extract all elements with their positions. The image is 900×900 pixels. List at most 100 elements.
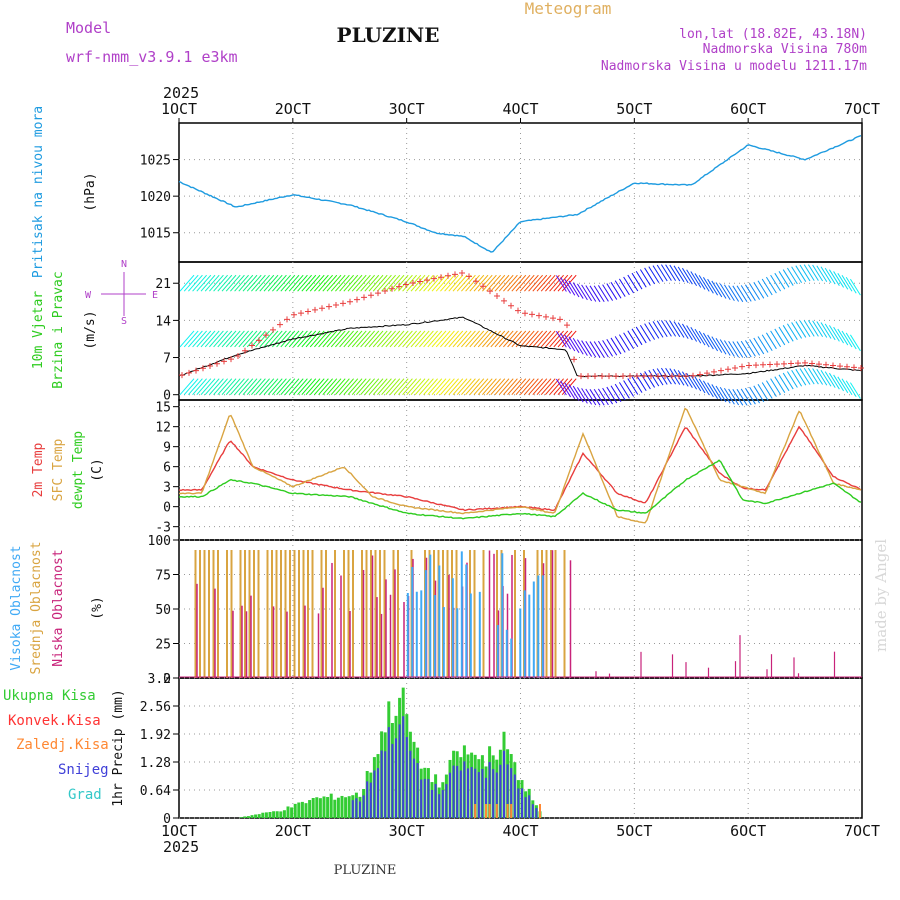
wind-barb [440, 274, 455, 292]
xtick-bottom: 3OCT [389, 822, 425, 840]
wind-barb [795, 368, 807, 386]
wind-gust-mark [767, 361, 773, 368]
wind-barb [448, 378, 464, 396]
wind-barb [179, 330, 195, 348]
wind-barb [276, 330, 291, 348]
wind-gust-mark [655, 373, 661, 380]
wind-gust-mark [788, 360, 794, 367]
wind-barb [465, 378, 480, 396]
wind-barb [230, 274, 245, 292]
wind-gust-mark [354, 296, 360, 303]
wind-barb [837, 376, 849, 394]
wind-barb [719, 339, 731, 356]
wind-barb [246, 274, 262, 292]
wind-barb [732, 285, 744, 303]
wind-barb [398, 330, 413, 348]
wind-barb [494, 330, 510, 348]
wind-barb [652, 265, 664, 282]
xtick-bottom: 6OCT [730, 822, 766, 840]
wind-barb [238, 274, 254, 292]
wind-gust-mark [802, 359, 808, 366]
ytick-label: 0 [163, 812, 171, 827]
wind-barb [322, 274, 338, 292]
wind-barb [335, 378, 350, 396]
wind-barb [423, 274, 438, 292]
wind-barb [335, 274, 350, 292]
wind-barb [225, 274, 241, 292]
wind-gust-mark [515, 307, 521, 314]
wind-barb [803, 320, 815, 337]
wind-barb [736, 285, 748, 303]
wind-barb [564, 334, 576, 352]
wind-gust-mark [837, 363, 843, 370]
wind-barb [807, 264, 819, 281]
wind-barb [593, 341, 605, 358]
wind-gust-mark [445, 272, 451, 279]
wind-barb [490, 330, 506, 348]
wind-barb [614, 280, 626, 297]
xtick-top: 7OCT [844, 100, 880, 118]
wind-barb [807, 367, 819, 385]
wind-barb [444, 330, 459, 348]
wind-barb [803, 367, 815, 385]
wind-barb [698, 330, 710, 348]
ytick-label: 1025 [140, 154, 171, 169]
ytick-label: 1.92 [140, 728, 171, 743]
pressure-line [178, 134, 862, 253]
wind-barb [318, 378, 333, 396]
wind-barb [293, 274, 308, 292]
wind-barb [297, 330, 312, 348]
wind-barb [677, 322, 689, 339]
wind-barb [532, 274, 548, 292]
wind-barb [280, 378, 296, 396]
wind-gust-mark [368, 292, 374, 299]
wind-barb [690, 374, 702, 392]
xtick-bottom: 7OCT [844, 822, 880, 840]
wind-barb [593, 389, 605, 406]
wind-barb [183, 274, 199, 292]
wind-barb [217, 274, 233, 292]
wind-barb [297, 378, 312, 396]
wind-barb [330, 330, 346, 348]
wind-barb [461, 274, 476, 292]
wind-barb [610, 385, 622, 402]
wind-barb [444, 378, 459, 396]
wind-barb [765, 380, 777, 397]
wind-barb [393, 330, 409, 348]
wind-barb [314, 274, 329, 292]
wind-barb [581, 340, 593, 357]
wind-barb [515, 274, 531, 292]
wind-barb [267, 274, 283, 292]
wind-barb [230, 330, 245, 348]
wind-gust-mark [641, 373, 647, 380]
wind-barb [192, 330, 207, 348]
wind-barb [246, 330, 262, 348]
wind-barb [715, 385, 727, 403]
wind-barb [196, 378, 212, 396]
wind-gust-mark [382, 287, 388, 294]
wind-barb [251, 330, 266, 348]
wind-barb [841, 378, 853, 396]
wind-barb [585, 388, 597, 406]
wind-barb [381, 378, 396, 396]
wind-barb [482, 330, 497, 348]
ytick-label: 100 [148, 534, 171, 549]
wind-barb [503, 274, 518, 292]
temp-label-2m: 2m Temp [31, 442, 46, 497]
wind-barb [774, 328, 786, 346]
wind-barb [782, 325, 794, 342]
ytick-label: 75 [155, 569, 171, 584]
wind-barb [301, 330, 317, 348]
wind-barb [204, 274, 220, 292]
wind-barb [581, 388, 593, 405]
wind-barb [414, 378, 430, 396]
temp-label-dewpt: dewpt Temp [71, 431, 86, 509]
wind-barb [179, 378, 195, 396]
wind-barb [356, 330, 371, 348]
wind-barb [351, 378, 367, 396]
wind-barb [560, 277, 572, 294]
wind-barb [234, 274, 249, 292]
wind-gust-mark [438, 274, 444, 281]
wind-barb [572, 338, 584, 355]
wind-barb [816, 321, 828, 338]
